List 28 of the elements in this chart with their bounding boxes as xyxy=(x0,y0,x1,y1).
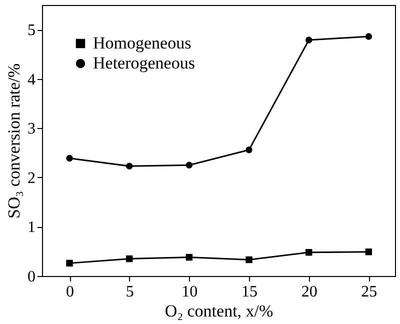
point xyxy=(66,154,73,162)
y-tick-label: 3 xyxy=(28,120,36,138)
point xyxy=(126,255,133,262)
point xyxy=(365,248,372,256)
point xyxy=(246,146,252,154)
point xyxy=(66,260,73,267)
x-axis-title: O₂ content, x/% xyxy=(164,302,274,320)
y-tick-label: 1 xyxy=(28,219,36,236)
x-tick-label: 0 xyxy=(66,284,74,300)
y-tick-label: 0 xyxy=(28,268,36,286)
y-axis-title: SO₃ conversion rate/% xyxy=(4,63,24,219)
x-tick-label: 20 xyxy=(301,284,318,300)
point xyxy=(126,162,133,170)
point xyxy=(305,36,312,44)
point xyxy=(186,162,193,168)
point xyxy=(365,33,372,40)
y-tick-label: 5 xyxy=(28,22,36,40)
legend-label: Heterogeneous xyxy=(93,54,195,72)
y-tick-label: 2 xyxy=(28,170,36,187)
point xyxy=(246,256,252,264)
x-tick-label: 15 xyxy=(242,284,258,300)
x-tick-label: 10 xyxy=(182,284,198,300)
legend-label: Homogeneous xyxy=(93,34,192,52)
y-tick-label: 4 xyxy=(28,71,36,88)
point xyxy=(305,248,312,256)
x-tick-label: 5 xyxy=(126,284,134,300)
x-tick-label: 25 xyxy=(361,284,378,300)
point xyxy=(186,254,193,261)
